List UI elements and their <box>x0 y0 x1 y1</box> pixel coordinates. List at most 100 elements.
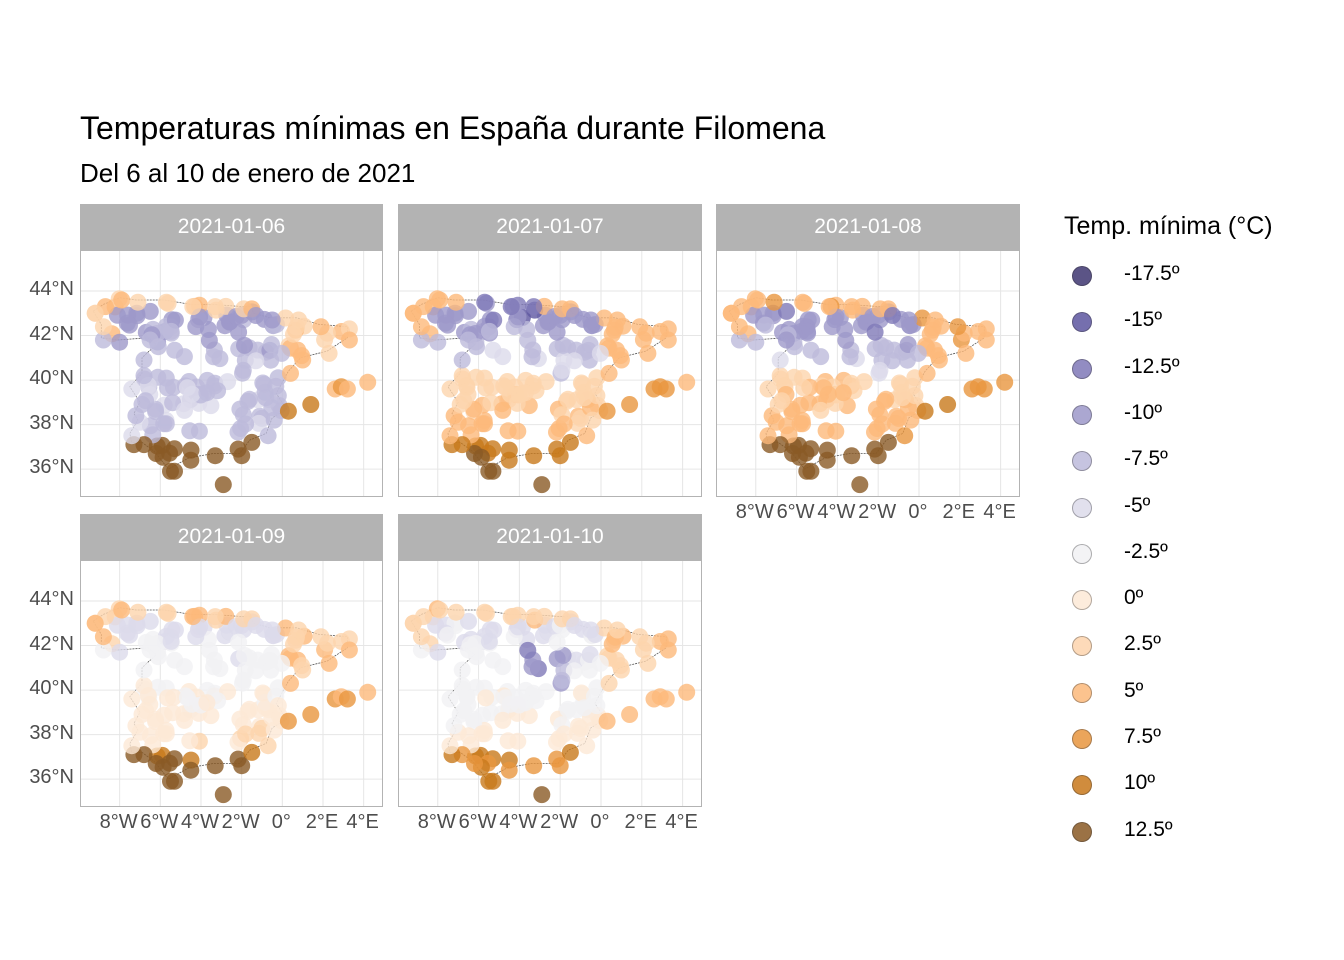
station-point <box>548 633 566 651</box>
station-point <box>451 396 469 413</box>
station-point <box>657 690 675 708</box>
station-point <box>205 348 223 366</box>
station-point <box>476 293 494 311</box>
station-point <box>243 433 261 451</box>
station-point <box>155 415 173 433</box>
station-point <box>250 724 268 742</box>
station-point <box>812 348 830 366</box>
station-point <box>820 298 838 316</box>
legend-key-swatch <box>1072 404 1092 425</box>
station-point <box>480 322 498 340</box>
station-point <box>198 384 216 402</box>
station-point <box>159 689 176 707</box>
station-point <box>236 336 253 354</box>
legend-key-swatch <box>1072 729 1092 749</box>
station-point <box>769 396 787 413</box>
station-point <box>206 447 224 465</box>
station-point <box>843 298 861 316</box>
station-point <box>123 690 141 708</box>
station-point <box>575 389 593 407</box>
station-point <box>957 344 975 362</box>
station-point <box>254 374 272 392</box>
station-point <box>86 614 104 632</box>
station-point <box>451 706 469 723</box>
station-point <box>678 683 696 701</box>
y-tick-label: 44°N <box>29 588 74 611</box>
station-point <box>996 373 1014 391</box>
station-point <box>802 462 820 480</box>
station-point <box>135 367 153 385</box>
map-panel <box>80 250 383 497</box>
station-point <box>519 641 537 659</box>
x-tick-label: 2°W <box>221 811 260 833</box>
station-point <box>182 761 200 779</box>
station-point <box>584 721 602 739</box>
legend-key-swatch <box>1072 636 1092 657</box>
station-point <box>548 323 566 341</box>
station-point <box>123 737 141 755</box>
station-point <box>565 352 583 370</box>
legend-key-swatch <box>1072 451 1092 472</box>
station-point <box>523 658 541 676</box>
station-point <box>302 396 320 413</box>
station-point <box>447 293 465 311</box>
station-point <box>113 601 131 619</box>
station-point <box>499 732 517 750</box>
station-point <box>243 743 261 761</box>
legend-label: 12.5º <box>1124 817 1173 841</box>
station-point <box>302 706 320 723</box>
station-point <box>181 732 199 750</box>
station-point <box>553 361 571 379</box>
station-point <box>290 621 308 639</box>
station-point <box>566 307 583 324</box>
station-point <box>279 402 297 420</box>
station-point <box>94 628 112 646</box>
station-point <box>206 757 224 775</box>
station-point <box>598 712 616 730</box>
map-panel <box>716 250 1020 497</box>
station-point <box>279 712 297 730</box>
station-point <box>869 447 887 465</box>
station-point <box>494 348 512 366</box>
station-point <box>871 361 889 379</box>
station-point <box>250 414 268 432</box>
station-point <box>795 379 813 397</box>
station-point <box>184 298 202 316</box>
station-point <box>631 628 649 646</box>
legend-key-swatch <box>1072 821 1092 842</box>
station-point <box>431 291 449 309</box>
station-point <box>837 331 855 349</box>
x-tick-label: 4°E <box>346 811 379 833</box>
station-point <box>582 621 600 639</box>
station-point <box>237 725 255 743</box>
y-tick-label: 36°N <box>29 766 74 789</box>
station-point <box>612 351 630 369</box>
y-tick-label: 40°N <box>29 677 74 700</box>
station-point <box>259 427 277 445</box>
station-point <box>896 427 914 445</box>
station-point <box>591 344 609 362</box>
station-point <box>429 643 447 661</box>
station-point <box>166 462 183 480</box>
station-point <box>247 662 265 680</box>
station-point <box>86 304 104 322</box>
legend-label: -2.5º <box>1124 539 1168 563</box>
station-point <box>230 323 248 341</box>
station-point <box>608 621 626 639</box>
station-point <box>214 786 232 804</box>
station-point <box>525 298 543 316</box>
x-tick-label: 4°W <box>499 811 538 833</box>
station-point <box>466 445 483 462</box>
station-point <box>200 641 218 659</box>
station-point <box>794 293 812 311</box>
station-point <box>254 684 272 702</box>
station-point <box>893 389 911 407</box>
station-point <box>523 348 541 366</box>
x-tick-label: 4°E <box>983 501 1016 523</box>
station-point <box>480 632 498 650</box>
station-point <box>431 601 449 619</box>
station-point <box>873 415 891 433</box>
station-point <box>722 304 740 322</box>
station-point <box>263 621 281 639</box>
station-point <box>259 737 277 755</box>
